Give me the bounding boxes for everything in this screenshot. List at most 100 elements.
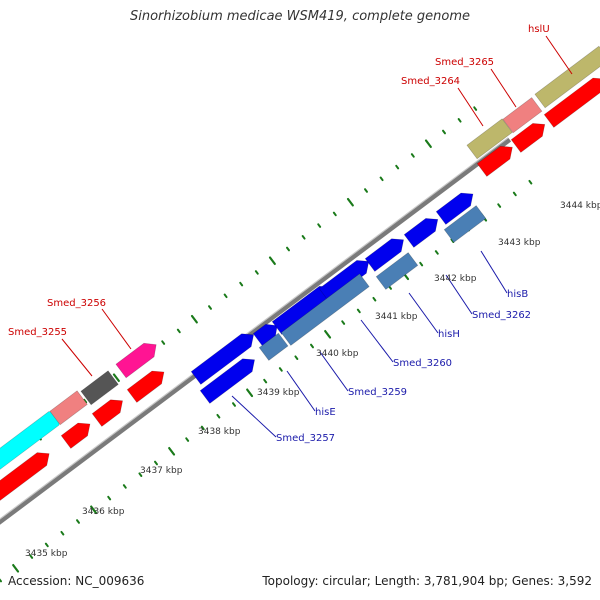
leader-line-hslu [545, 35, 573, 75]
label-leader-lines [61, 35, 573, 438]
kbp-label: 3436 kbp [82, 507, 125, 517]
gene-feature-hise [258, 332, 289, 361]
gene-label-smed-3256: Smed_3256 [47, 298, 106, 309]
leader-line-hise [286, 370, 316, 412]
gene-label-hise: hisE [315, 407, 336, 418]
accession-text: Accession: NC_009636 [8, 574, 145, 588]
gene-feature-blue [190, 333, 254, 385]
leader-line-smed-3255 [61, 338, 93, 377]
gene-feature-hish [375, 252, 419, 290]
leader-line-smed-3259 [319, 351, 349, 392]
lower-tick [263, 378, 268, 384]
gene-feature-blue [252, 323, 278, 347]
gene-feature-hslu [534, 45, 600, 109]
upper-tick [379, 176, 384, 182]
lower-tick [310, 343, 314, 349]
leader-line-smed-3262 [445, 274, 473, 315]
lower-tick [200, 425, 205, 431]
kbp-label: 3441 kbp [375, 312, 418, 322]
gene-label-smed-3255: Smed_3255 [8, 327, 67, 338]
leader-line-smed-3260 [360, 319, 394, 363]
kbp-label: 3442 kbp [434, 274, 477, 284]
upper-tick [301, 235, 306, 240]
gene-feature-magenta [115, 342, 157, 379]
upper-tick [161, 340, 166, 345]
lower-tick [324, 330, 332, 339]
gene-feature-smed-3257 [199, 358, 255, 404]
upper-tick [254, 270, 259, 275]
lower-tick [154, 460, 158, 466]
gene-label-smed-3265: Smed_3265 [435, 57, 494, 68]
leader-line-hisb [480, 250, 508, 294]
leader-line-smed-3257 [231, 395, 277, 438]
upper-tick [176, 328, 181, 334]
kbp-label: 3443 kbp [498, 238, 541, 248]
upper-tick [208, 305, 212, 310]
lower-tick [44, 542, 49, 548]
gene-label-smed-3260: Smed_3260 [393, 358, 452, 369]
gene-feature-smed-3264 [466, 118, 513, 160]
kbp-label: 3437 kbp [140, 466, 183, 476]
gene-feature-red [543, 77, 600, 128]
gene-features [0, 45, 600, 501]
lower-tick [294, 355, 299, 360]
upper-tick [346, 197, 354, 207]
lower-tick [246, 388, 254, 398]
lower-tick [168, 447, 176, 456]
lower-tick [90, 505, 98, 515]
kbp-label: 3438 kbp [198, 427, 241, 437]
leader-line-smed-3265 [490, 68, 517, 108]
gene-label-smed-3259: Smed_3259 [348, 387, 407, 398]
lower-tick [0, 578, 2, 583]
gene-label-hslu: hslU [528, 24, 550, 35]
lower-tick [60, 530, 65, 536]
lower-tick [12, 563, 20, 573]
gene-label-smed-3262: Smed_3262 [472, 310, 531, 321]
kbp-label: 3440 kbp [316, 349, 359, 359]
upper-tick [424, 139, 432, 148]
gene-label-hish: hisH [438, 329, 460, 340]
lower-tick [185, 437, 190, 442]
kbp-label: 3444 kbp [560, 201, 600, 211]
upper-tick [457, 118, 462, 123]
lower-tick [512, 191, 517, 197]
gene-feature-blue [403, 218, 439, 248]
lower-tick [76, 519, 80, 524]
upper-tick [268, 256, 276, 265]
lower-tick [216, 413, 221, 419]
gene-feature-red [91, 399, 123, 427]
gene-feature-red [126, 370, 165, 403]
upper-tick [364, 188, 368, 193]
upper-tick [332, 211, 337, 217]
leader-line-smed-3256 [101, 308, 132, 350]
gene-label-smed-3257: Smed_3257 [276, 433, 335, 444]
upper-tick [395, 164, 400, 170]
lower-tick [122, 484, 127, 489]
gene-feature-smed-3256 [80, 370, 119, 406]
lower-tick [356, 308, 361, 314]
page-title: Sinorhizobium medicae WSM419, complete g… [129, 9, 471, 24]
upper-tick [239, 281, 244, 287]
gene-feature-red [476, 145, 513, 177]
gene-feature-red [510, 123, 546, 153]
kbp-labels: 3435 kbp 3436 kbp 3437 kbp 3438 kbp 3439 kbp… [25, 201, 600, 559]
gene-feature-blue [364, 238, 404, 272]
lower-tick [372, 296, 377, 302]
gene-labels: Smed_3255 Smed_3256 Smed_3264 Smed_3265 hslU… [8, 24, 550, 444]
upper-tick [286, 246, 290, 252]
lower-tick [450, 238, 455, 243]
gene-feature-red [60, 422, 91, 449]
upper-tick [112, 373, 120, 382]
lower-tick [138, 472, 143, 477]
lower-tick [278, 367, 283, 372]
lower-tick [528, 179, 533, 185]
gene-feature-smed-3255 [49, 390, 88, 426]
gene-feature-smed-3259 [280, 273, 370, 346]
lower-tick [419, 261, 424, 267]
leader-line-smed-3264 [457, 87, 484, 127]
lower-tick [29, 554, 34, 559]
leader-line-hish [408, 292, 439, 334]
gene-feature-blue [435, 192, 474, 225]
lower-tick [107, 495, 112, 501]
genome-summary-text: Topology: circular; Length: 3,781,904 bp… [262, 574, 592, 588]
